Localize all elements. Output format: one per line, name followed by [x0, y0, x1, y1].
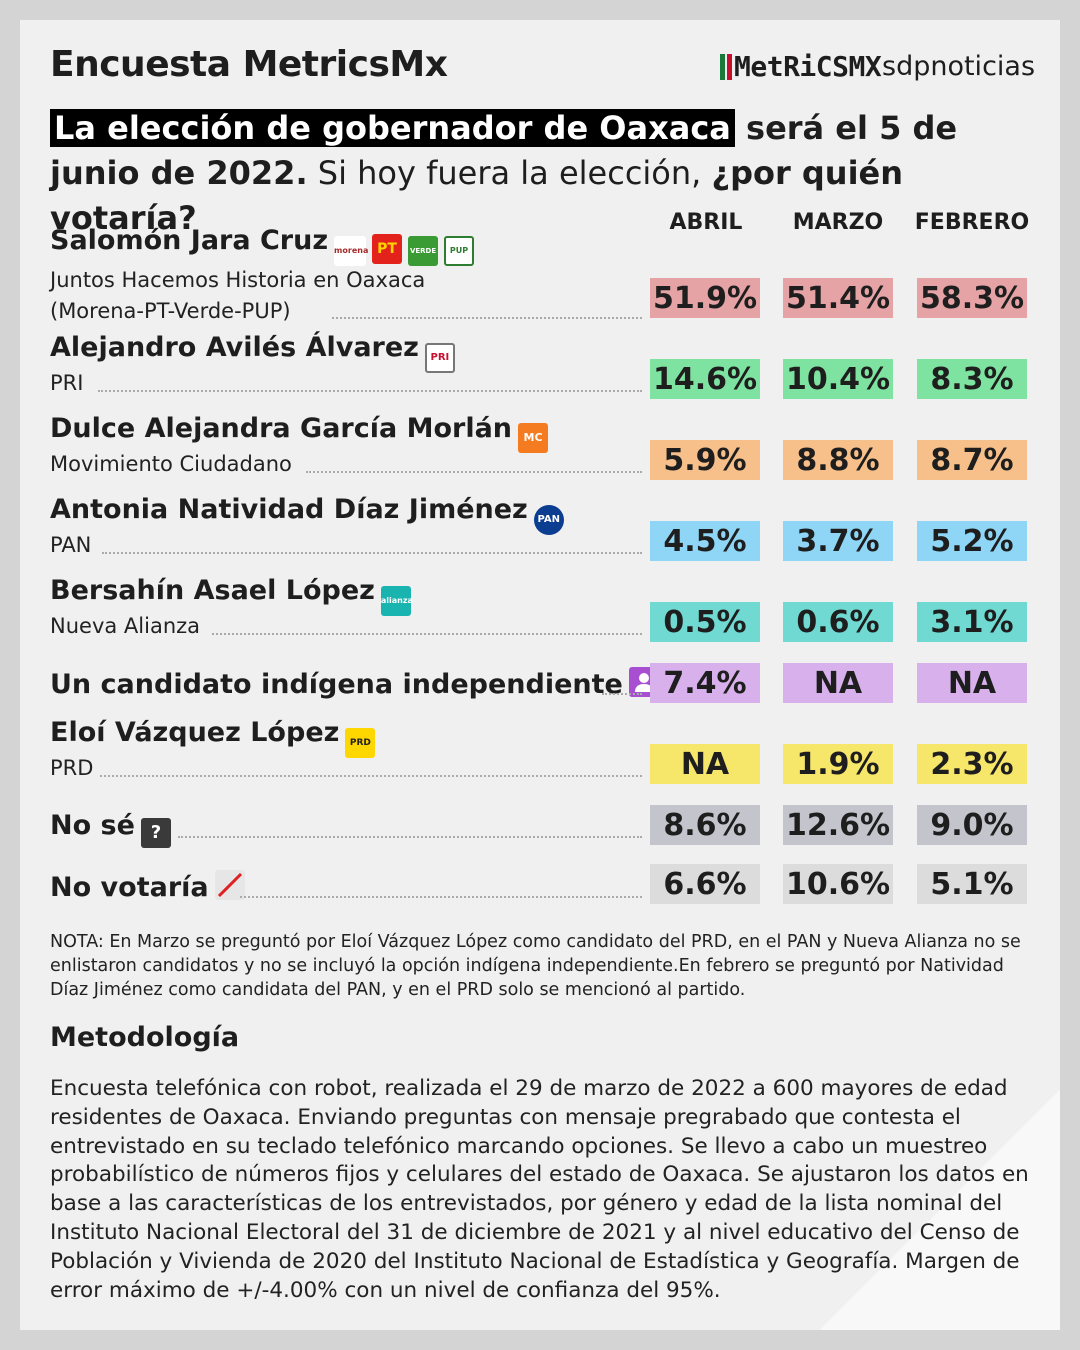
candidate-name: Dulce Alejandra García Morlán MC — [50, 413, 549, 453]
value-cell-abril: 6.6% — [650, 864, 760, 904]
question-date: será el 5 de junio de 2022. — [50, 109, 958, 192]
decorative-stripe — [760, 1030, 1060, 1330]
candidate-name: Antonia Natividad Díaz Jiménez PAN — [50, 494, 564, 535]
value-cell-febrero: 5.1% — [917, 864, 1027, 904]
value-cell-marzo: 8.8% — [783, 440, 893, 480]
leader-dots — [602, 693, 642, 695]
column-header-marzo: MARZO — [792, 210, 884, 235]
value-cell-abril: NA — [650, 744, 760, 784]
note: NOTA: En Marzo se preguntó por Eloí Vázq… — [50, 932, 1021, 1000]
value-cell-marzo: 3.7% — [783, 521, 893, 561]
question: La elección de gobernador de Oaxaca será… — [50, 106, 1040, 241]
value-cell-marzo: 0.6% — [783, 602, 893, 642]
value-cell-abril: 0.5% — [650, 602, 760, 642]
candidate-party: Movimiento Ciudadano — [50, 452, 292, 476]
candidate-name-text: Antonia Natividad Díaz Jiménez — [50, 494, 528, 525]
value-cell-abril: 7.4% — [650, 663, 760, 703]
leader-dots — [332, 317, 642, 319]
value-cell-marzo: NA — [783, 663, 893, 703]
value-cell-abril: 5.9% — [650, 440, 760, 480]
methodology-heading: Metodología — [50, 1022, 240, 1053]
candidate-name-text: Salomón Jara Cruz — [50, 225, 329, 256]
logo-bar-green — [720, 54, 725, 80]
candidate-name: Bersahín Asael López alianza — [50, 575, 413, 616]
candidate-name-text: No votaría — [50, 872, 209, 903]
pri-icon: PRI — [424, 343, 455, 373]
no-vote-icon — [214, 870, 245, 900]
question-highlight: La elección de gobernador de Oaxaca — [50, 109, 735, 147]
poll-card: Encuesta MetricsMx MetRiCSMX sdpnoticias… — [20, 20, 1060, 1330]
candidate-name: Eloí Vázquez López PRD — [50, 717, 376, 758]
mc-icon: MC — [518, 423, 549, 453]
candidate-name-text: Alejandro Avilés Álvarez — [50, 332, 419, 363]
column-header-febrero: FEBRERO — [914, 210, 1030, 235]
verde-icon: VERDE — [408, 236, 439, 266]
pan-icon: PAN — [533, 505, 564, 535]
metricsmx-logo: MetRiCSMX — [720, 50, 882, 83]
metricsmx-logo-text: MetRiCSMX — [734, 50, 882, 83]
candidate-party: Juntos Hacemos Historia en Oaxaca (Moren… — [50, 268, 426, 323]
candidate-party: PRD — [50, 756, 94, 780]
leader-dots — [212, 633, 642, 635]
value-cell-abril: 14.6% — [650, 359, 760, 399]
morena-icon: morena — [334, 236, 368, 266]
value-cell-febrero: 8.3% — [917, 359, 1027, 399]
question-ask: ¿por quién votaría? — [50, 154, 904, 237]
leader-dots — [240, 896, 642, 898]
value-cell-marzo: 10.6% — [783, 864, 893, 904]
question-mark-icon: ? — [140, 818, 171, 848]
value-cell-abril: 51.9% — [650, 278, 760, 318]
leader-dots — [102, 552, 642, 554]
candidate-name-text: Dulce Alejandra García Morlán — [50, 413, 513, 444]
prd-icon: PRD — [345, 728, 376, 758]
leader-dots — [98, 390, 642, 392]
value-cell-marzo: 1.9% — [783, 744, 893, 784]
candidate-name-text: Un candidato indígena independiente — [50, 669, 623, 700]
value-cell-febrero: 3.1% — [917, 602, 1027, 642]
candidate-party: PAN — [50, 533, 92, 557]
pt-icon: PT — [372, 234, 403, 264]
nueva-alianza-icon: alianza — [380, 586, 413, 616]
value-cell-febrero: 2.3% — [917, 744, 1027, 784]
value-cell-febrero: 8.7% — [917, 440, 1027, 480]
candidate-name: No sé? — [50, 810, 171, 848]
candidate-name-text: Bersahín Asael López — [50, 575, 375, 606]
candidate-name-text: No sé — [50, 810, 135, 841]
candidate-name: Salomón Jara Cruz morena PT VERDE PUP — [50, 225, 475, 266]
question-text: Si hoy fuera la elección, — [307, 154, 712, 192]
leader-dots — [178, 836, 642, 838]
value-cell-abril: 8.6% — [650, 805, 760, 845]
value-cell-abril: 4.5% — [650, 521, 760, 561]
column-header-abril: ABRIL — [669, 210, 743, 235]
candidate-name: No votaría — [50, 870, 245, 903]
value-cell-marzo: 12.6% — [783, 805, 893, 845]
candidate-name: Un candidato indígena independiente — [50, 667, 659, 700]
leader-dots — [306, 471, 642, 473]
candidate-party: PRI — [50, 371, 84, 395]
value-cell-marzo: 51.4% — [783, 278, 893, 318]
pup-icon: PUP — [444, 236, 475, 266]
leader-dots — [100, 775, 642, 777]
candidate-party: Nueva Alianza — [50, 614, 201, 638]
value-cell-febrero: 58.3% — [917, 278, 1027, 318]
sdpnoticias-logo: sdpnoticias — [882, 51, 1036, 82]
methodology-text: Encuesta telefónica con robot, realizada… — [50, 1076, 1029, 1303]
candidate-name-text: Eloí Vázquez López — [50, 717, 340, 748]
value-cell-febrero: 9.0% — [917, 805, 1027, 845]
value-cell-febrero: 5.2% — [917, 521, 1027, 561]
value-cell-marzo: 10.4% — [783, 359, 893, 399]
page-title: Encuesta MetricsMx — [50, 44, 448, 85]
candidate-name: Alejandro Avilés Álvarez PRI — [50, 332, 455, 373]
value-cell-febrero: NA — [917, 663, 1027, 703]
logo-bar-red — [727, 54, 732, 80]
